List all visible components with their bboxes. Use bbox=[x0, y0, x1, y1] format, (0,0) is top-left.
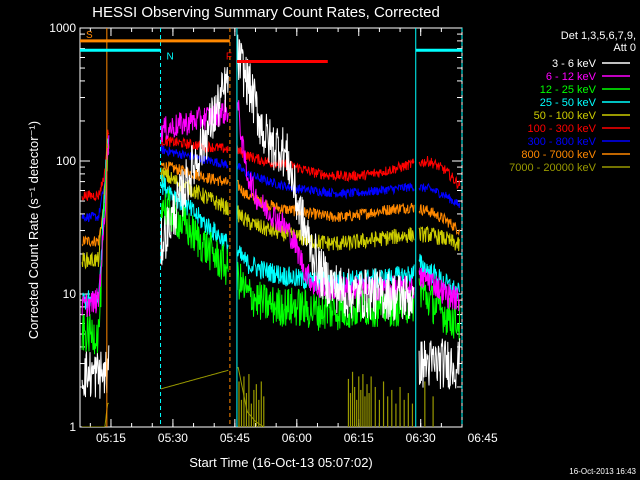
x-tick-label: 06:15 bbox=[344, 431, 374, 445]
legend-entry-label: 25 - 50 keV bbox=[540, 97, 597, 109]
series-line bbox=[81, 141, 461, 270]
x-axis-label: Start Time (16-Oct-13 05:07:02) bbox=[189, 455, 373, 470]
x-tick-label: 05:45 bbox=[220, 431, 250, 445]
series-line bbox=[81, 99, 460, 318]
legend-entry-label: 100 - 300 keV bbox=[528, 123, 597, 135]
series-line bbox=[81, 129, 461, 202]
legend-entry-label: 50 - 100 keV bbox=[534, 110, 597, 122]
series-line bbox=[81, 145, 461, 355]
chart-title: HESSI Observing Summary Count Rates, Cor… bbox=[92, 4, 440, 21]
x-tick-label: 06:45 bbox=[468, 431, 498, 445]
flag-letter: F bbox=[226, 51, 232, 62]
flag-letter: N bbox=[167, 51, 174, 62]
legend-entry-label: 800 - 7000 keV bbox=[521, 149, 596, 161]
y-axis-label: Corrected Count Rate (s⁻¹ detector⁻¹) bbox=[26, 121, 41, 339]
legend-header: Att 0 bbox=[613, 42, 636, 54]
y-tick-label: 10 bbox=[63, 287, 77, 301]
legend-entry-label: 300 - 800 keV bbox=[528, 136, 597, 148]
y-tick-label: 1 bbox=[69, 420, 76, 434]
flag-letter: S bbox=[86, 30, 93, 41]
x-tick-label: 05:30 bbox=[158, 431, 188, 445]
date-stamp: 16-Oct-2013 16:43 bbox=[569, 467, 636, 476]
y-tick-label: 1000 bbox=[49, 21, 76, 35]
series-line bbox=[81, 135, 461, 223]
legend-entry-label: 3 - 6 keV bbox=[552, 58, 597, 70]
x-tick-label: 06:30 bbox=[406, 431, 436, 445]
y-tick-label: 100 bbox=[56, 154, 76, 168]
legend-header: Det 1,3,5,6,7,9, bbox=[561, 30, 636, 42]
legend-entry-label: 7000 - 20000 keV bbox=[509, 162, 597, 174]
legend-entry-label: 6 - 12 keV bbox=[546, 71, 597, 83]
plot-area: 05:15 05:30 05:45 06:00 06:15 06:30 06:45 1 10 10… bbox=[49, 21, 498, 445]
x-tick-label: 06:00 bbox=[282, 431, 312, 445]
x-tick-label: 05:15 bbox=[96, 431, 126, 445]
series-line bbox=[81, 34, 461, 399]
legend-entry-label: 12 - 25 keV bbox=[540, 84, 597, 96]
series-layer bbox=[81, 34, 461, 427]
